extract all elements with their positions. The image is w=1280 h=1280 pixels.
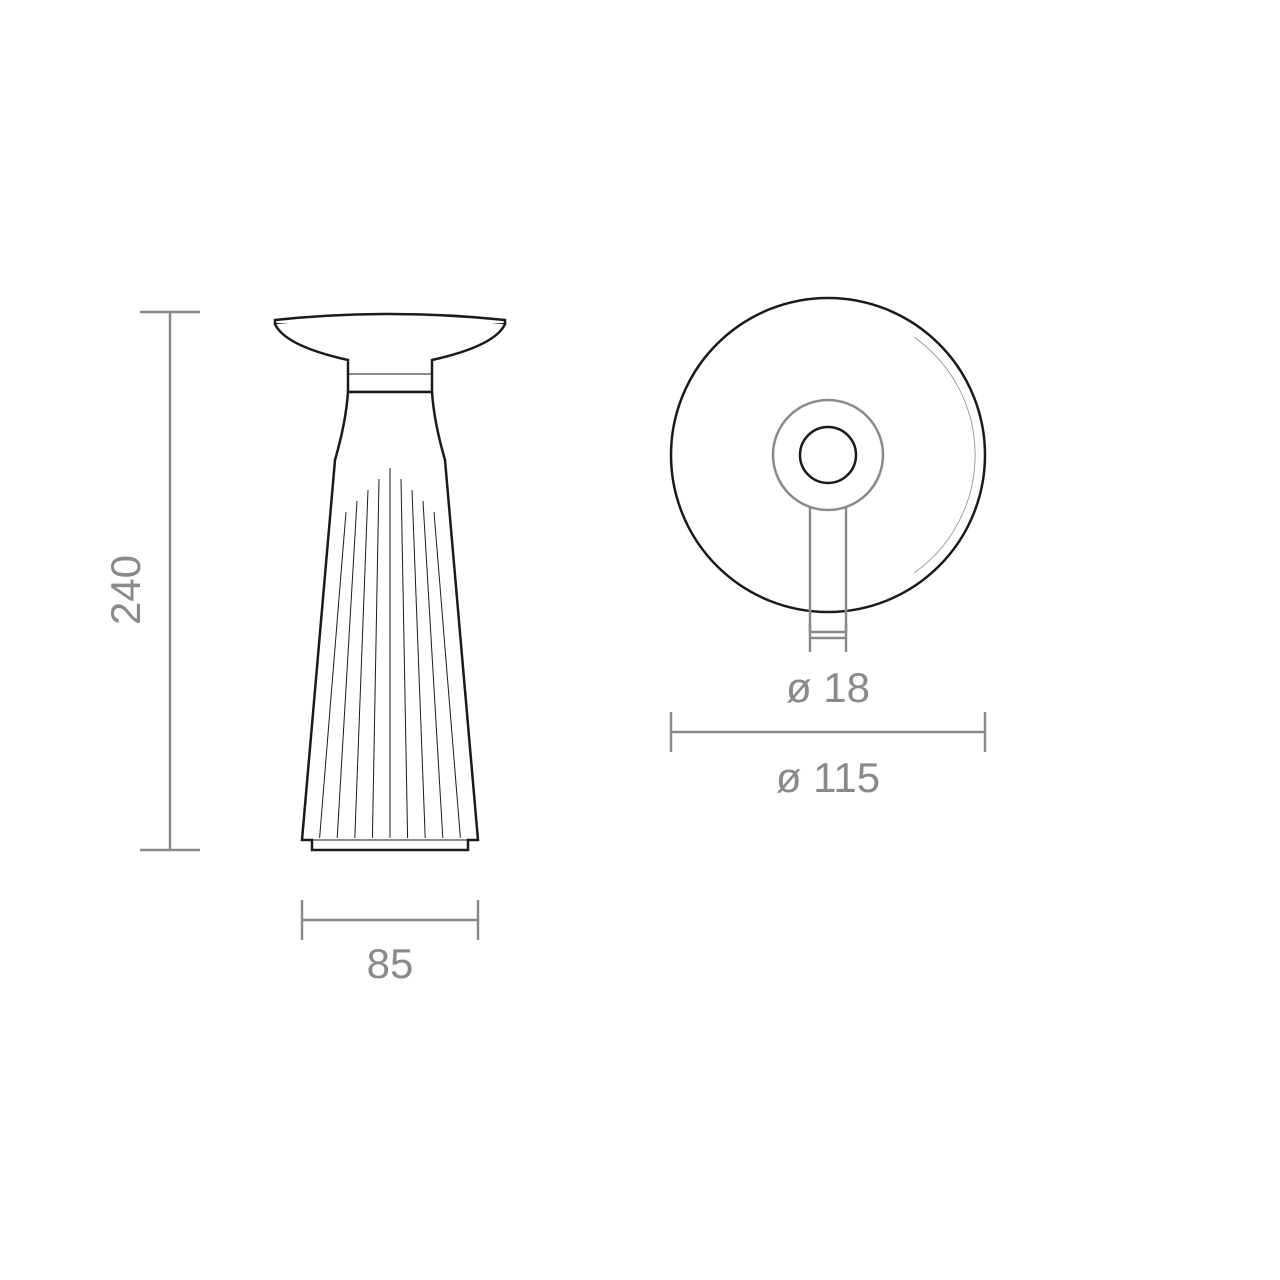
topview-outer-circle (671, 298, 985, 612)
dim-label-inner_diameter: ø 18 (786, 664, 870, 711)
lamp-cap-underside (275, 324, 505, 392)
dim-label-height: 240 (102, 555, 149, 625)
dim-label-top_diameter: ø 115 (776, 754, 880, 801)
dim-label-base_width: 85 (367, 940, 414, 987)
